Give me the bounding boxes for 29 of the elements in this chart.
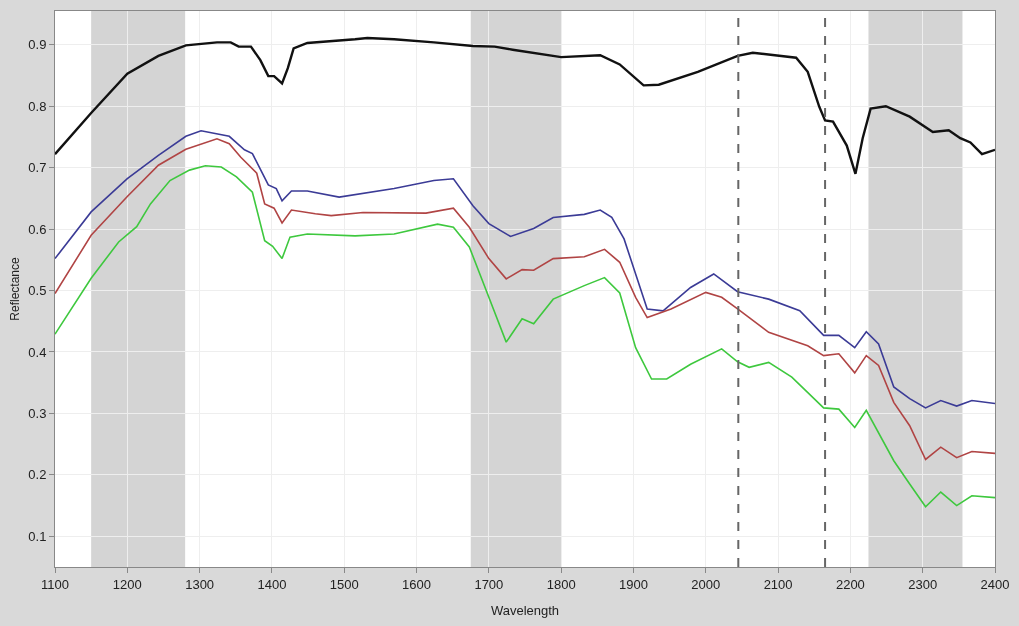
x-tick-label: 1600 (402, 576, 431, 592)
x-tick-label: 1900 (619, 576, 648, 592)
x-tick-label: 2300 (908, 576, 938, 592)
x-tick-label: 1500 (329, 576, 359, 592)
y-tick-label: 0.6 (28, 221, 47, 237)
y-tick-label: 0.7 (28, 160, 47, 176)
y-tick-label: 0.5 (28, 283, 47, 299)
line-series (55, 36, 995, 176)
y-axis-title: Reflectance (7, 256, 22, 321)
x-tick-label: 2000 (691, 576, 721, 592)
line-series (55, 165, 995, 508)
y-tick-label: 0.2 (28, 467, 47, 483)
x-tick-label: 1100 (41, 576, 69, 592)
x-tick-label: 2400 (980, 576, 1010, 592)
x-axis-title: Wavelength (490, 603, 560, 619)
x-tick-label: 1300 (185, 576, 215, 592)
x-tick-label: 2200 (835, 576, 865, 592)
x-tick-label: 1400 (257, 576, 287, 592)
y-tick-label: 0.3 (28, 405, 47, 421)
x-tick-label: 1200 (112, 576, 142, 592)
line-series (55, 130, 995, 409)
y-tick-label: 0.1 (28, 528, 47, 544)
x-tick-label: 2100 (763, 576, 793, 592)
y-tick-label: 0.8 (28, 98, 47, 114)
x-tick-label: 1800 (546, 576, 576, 592)
line-series (55, 137, 995, 461)
y-tick-label: 0.4 (28, 344, 47, 360)
x-tick-label: 1700 (474, 576, 504, 592)
y-tick-label: 0.9 (28, 37, 47, 53)
